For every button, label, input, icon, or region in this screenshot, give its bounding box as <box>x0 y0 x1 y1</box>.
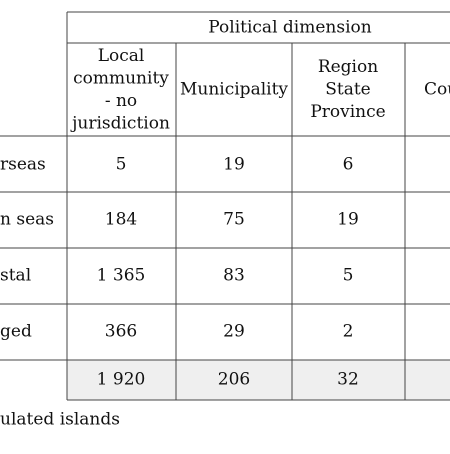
column-header: Municipality <box>180 80 288 100</box>
column-header: Cou <box>424 80 450 100</box>
total-cell: 206 <box>218 370 250 390</box>
cell: 29 <box>223 322 245 342</box>
column-header: Region <box>318 57 378 77</box>
row-label: n seas <box>0 210 54 230</box>
column-header: jurisdiction <box>70 113 170 133</box>
footnote: ulated islands <box>0 410 120 430</box>
cell: 2 <box>343 322 354 342</box>
cell: 5 <box>343 266 354 286</box>
total-cell: 1 920 <box>97 370 146 390</box>
cell: 366 <box>105 322 137 342</box>
total-row-background <box>67 360 450 400</box>
row-label: ged <box>0 322 32 342</box>
cell: 1 365 <box>97 266 146 286</box>
column-header: Province <box>310 102 385 122</box>
cell: 184 <box>105 210 137 230</box>
cell: 83 <box>223 266 245 286</box>
column-header: Local <box>98 46 145 66</box>
row-label: stal <box>0 266 31 286</box>
cell: 6 <box>343 155 354 175</box>
column-header: community <box>73 68 169 88</box>
row-label: rseas <box>0 155 46 175</box>
column-header: State <box>325 80 371 100</box>
cell: 75 <box>223 210 245 230</box>
total-cell: 32 <box>337 370 359 390</box>
cell: 5 <box>116 155 127 175</box>
group-header: Political dimension <box>208 18 371 38</box>
cell: 19 <box>223 155 245 175</box>
column-header: - no <box>105 91 137 111</box>
cell: 19 <box>337 210 359 230</box>
